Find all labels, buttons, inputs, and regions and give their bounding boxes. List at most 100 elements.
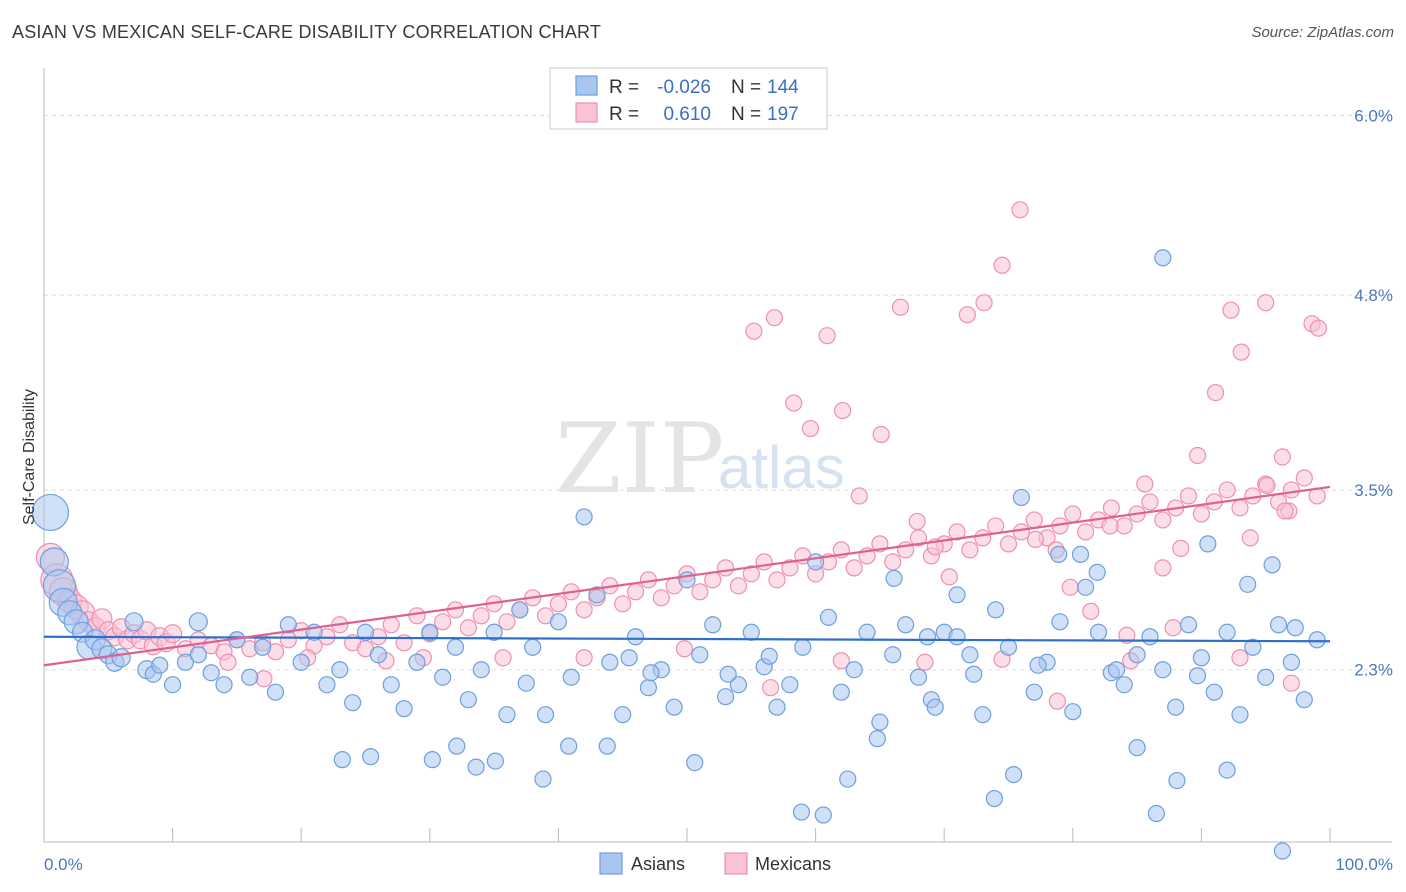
axes (43, 68, 1392, 843)
mexicans-point-85 (1012, 523, 1030, 541)
asians-point-70 (832, 683, 850, 701)
asians-point-131 (1005, 765, 1023, 784)
asians-point-123 (839, 770, 857, 788)
mexicans-point-95 (1141, 493, 1159, 511)
asians-point-133 (1050, 545, 1068, 563)
asians-point-143 (1218, 761, 1236, 779)
mexicans-point-106 (1282, 481, 1301, 499)
asians-point-134 (1071, 545, 1090, 563)
asians-point-141 (1188, 667, 1207, 685)
asians-point-18 (176, 653, 195, 671)
y-tick-label-3: 6.0% (1354, 106, 1393, 125)
legend-swatch-asians (575, 75, 598, 96)
asians-point-92 (1115, 676, 1133, 694)
mexicans-point-144 (958, 306, 976, 324)
mexicans-point-38 (408, 607, 426, 625)
asians-point-104 (1269, 616, 1288, 634)
mexicans-point-102 (1231, 499, 1249, 517)
mexicans-point-132 (745, 322, 763, 340)
bottom-legend-swatch-mexicans (724, 852, 748, 875)
mexicans-point-154 (1136, 475, 1154, 493)
legend-r-value-mexicans: 0.610 (663, 104, 711, 125)
mexicans-point-42 (459, 619, 477, 637)
legend-n-label-asians: N = (731, 77, 761, 98)
asians-point-105 (1282, 653, 1301, 671)
mexicans-point-153 (1118, 626, 1136, 644)
asians-point-130 (985, 789, 1003, 808)
asians-point-118 (686, 754, 704, 772)
mexicans-point-84 (999, 535, 1018, 553)
asians-point-126 (918, 628, 937, 646)
asians-point-42 (472, 661, 490, 679)
legend-n-value-asians: 144 (767, 77, 799, 98)
mexicans-point-135 (801, 419, 820, 438)
bottom-legend-swatch-asians (599, 852, 623, 875)
mexicans-point-157 (1188, 446, 1207, 465)
asians-point-24 (241, 668, 259, 686)
asians-point-87 (1051, 613, 1069, 631)
asians-point-138 (1147, 804, 1165, 823)
asians-point-112 (467, 758, 485, 776)
asians-point-43 (485, 623, 503, 641)
bottom-legend-label-mexicans: Mexicans (755, 854, 831, 874)
asians-point-116 (598, 737, 616, 755)
asians-point-103 (1257, 668, 1275, 686)
asians-point-90 (1089, 623, 1108, 641)
asians-point-102 (1244, 638, 1262, 656)
asians-point-25 (254, 638, 272, 656)
mexicans-point-63 (729, 577, 748, 595)
asians-point-46 (524, 638, 542, 656)
mexicans-point-148 (1026, 530, 1045, 548)
asians-point-57 (665, 698, 683, 716)
mexicans-point-117 (761, 679, 780, 697)
mexicans-point-57 (652, 589, 670, 607)
mexicans-point-158 (1206, 383, 1225, 402)
trend-lines (43, 485, 1331, 667)
tick-labels: 2.3% 3.5% 4.8% 6.0% 0.0% 100.0% (44, 106, 1393, 874)
mexicans-point-118 (832, 652, 850, 670)
asians-point-34 (369, 646, 387, 664)
asians-point-21 (202, 664, 220, 682)
asians-point-35 (382, 676, 400, 694)
mexicans-point-98 (1179, 487, 1198, 505)
mexicans-point-160 (1241, 529, 1259, 547)
legend-n-label-mexicans: N = (731, 104, 761, 125)
mexicans-point-49 (549, 595, 568, 613)
asians-point-39 (434, 668, 452, 686)
x-tick-label-1: 100.0% (1335, 855, 1393, 874)
asians-point-119 (719, 665, 737, 683)
mexicans-point-109 (219, 653, 237, 671)
asians-point-32 (344, 694, 362, 712)
asians-point-110 (423, 751, 441, 769)
asians-point-60 (704, 616, 722, 634)
mexicans-trend-line (43, 485, 1331, 667)
asians-point-50 (575, 508, 593, 526)
mexicans-point-136 (818, 327, 836, 345)
mexicans-point-51 (575, 601, 593, 619)
asians-point-36 (395, 700, 413, 718)
legend-n-value-mexicans: 197 (767, 104, 799, 125)
asians-point-61 (716, 688, 735, 706)
mexicans-point-96 (1154, 511, 1172, 529)
mexicans-point-54 (614, 595, 632, 613)
mexicans-point-101 (1218, 481, 1236, 499)
asians-point-98 (1192, 649, 1211, 667)
asians-point-128 (948, 628, 966, 646)
asians-point-96 (1167, 698, 1185, 716)
asians-point-139 (1154, 249, 1172, 267)
mexicans-point-145 (975, 294, 993, 312)
asians-point-79 (948, 586, 966, 604)
mexicans-point-152 (1101, 517, 1119, 535)
mexicans-point-123 (1164, 619, 1182, 637)
mexicans-point-133 (765, 309, 784, 327)
mexicans-point-107 (1295, 469, 1313, 487)
mexicans-point-75 (884, 553, 902, 571)
mexicans-point-159 (1222, 301, 1240, 319)
y-tick-label-0: 2.3% (1354, 661, 1393, 680)
series-legend: Asians Mexicans (599, 852, 831, 875)
mexicans-point-82 (974, 529, 992, 547)
asians-point-140 (1168, 771, 1186, 790)
mexicans-point-45 (498, 613, 516, 631)
mexicans-point-36 (382, 616, 400, 634)
asians-point-38 (421, 623, 439, 641)
